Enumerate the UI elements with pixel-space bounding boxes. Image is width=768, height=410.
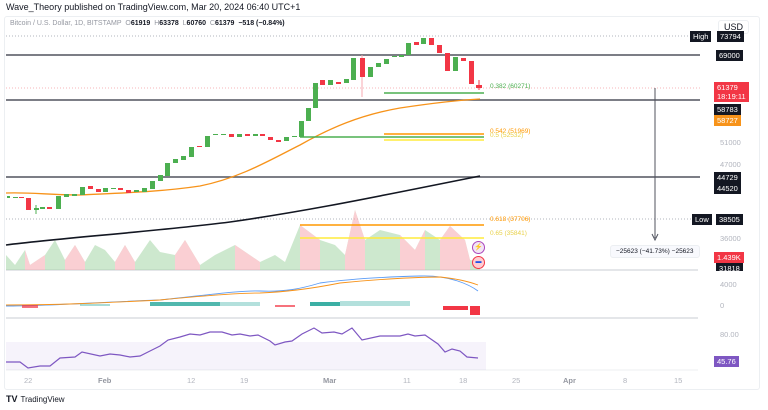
fib-0542-label: 0.542 (51969) (490, 128, 531, 135)
us-flag-icon[interactable]: ▬ (472, 256, 485, 269)
x-tick: Feb (98, 376, 112, 385)
tradingview-logo[interactable]: TV TradingView (6, 394, 65, 404)
high-value: 73794 (717, 31, 744, 42)
x-tick: 22 (24, 376, 33, 385)
publish-info: Wave_Theory published on TradingView.com… (6, 2, 301, 12)
low-value: 60760 (186, 20, 207, 27)
fib-0382-label: 0.382 (60271) (490, 83, 531, 90)
level-58783: 58783 (714, 104, 741, 115)
x-tick: 12 (187, 376, 196, 385)
volume-area (6, 210, 480, 270)
x-tick: Apr (563, 376, 576, 385)
ema200-line (5, 175, 481, 246)
high-value: 63378 (159, 20, 179, 27)
rsi-line (6, 327, 479, 369)
ema50-line (5, 98, 481, 196)
macd-tick-4000: 4000 (720, 280, 737, 289)
tick-47000: 47000 (720, 160, 741, 169)
level-44729: 44729 (714, 172, 741, 183)
tv-logo-icon: TV (6, 394, 18, 404)
close-value: 61379 (214, 20, 235, 27)
level-69000: 69000 (716, 50, 743, 61)
high-label: High (690, 31, 712, 42)
rsi-tick-80: 80.00 (720, 330, 739, 339)
x-tick: 8 (623, 376, 628, 385)
x-tick: 25 (512, 376, 521, 385)
candles (7, 38, 482, 214)
x-tick: 11 (403, 376, 411, 385)
symbol-name: Bitcoin / U.S. Dollar, 1D, BITSTAMP (10, 20, 122, 27)
level-31818: 31818 (716, 263, 743, 271)
lightning-icon[interactable]: ⚡ (472, 241, 485, 254)
last-price-tag: 61379 18:19:11 (714, 82, 749, 102)
ema200-tag: 44520 (714, 183, 741, 194)
fib-065-label: 0.65 (35841) (490, 230, 527, 237)
tick-36000: 36000 (720, 234, 741, 243)
change-value: −518 (−0.84%) (238, 20, 285, 27)
x-tick: 15 (674, 376, 683, 385)
macd-pane (5, 275, 480, 315)
low-value: 38505 (716, 214, 743, 225)
rsi-value-tag: 45.76 (714, 356, 739, 367)
x-tick: Mar (323, 376, 337, 385)
measure-label: −25623 (−41.73%) −25623 (610, 245, 700, 258)
fib-05-label: 0.5 (52532) (490, 132, 524, 139)
ema50-tag: 58727 (714, 115, 741, 126)
volume-tag: 1.439K (714, 252, 744, 263)
fib-0618-label: 0.618 (37706) (490, 216, 531, 223)
open-value: 61919 (130, 20, 151, 27)
low-label: Low (692, 214, 712, 225)
tick-51000: 51000 (720, 138, 741, 147)
chart-frame (4, 16, 760, 390)
symbol-legend: Bitcoin / U.S. Dollar, 1D, BITSTAMP O619… (10, 20, 285, 27)
x-tick: 18 (459, 376, 468, 385)
x-tick: 19 (240, 376, 249, 385)
macd-tick-0: 0 (720, 301, 725, 310)
